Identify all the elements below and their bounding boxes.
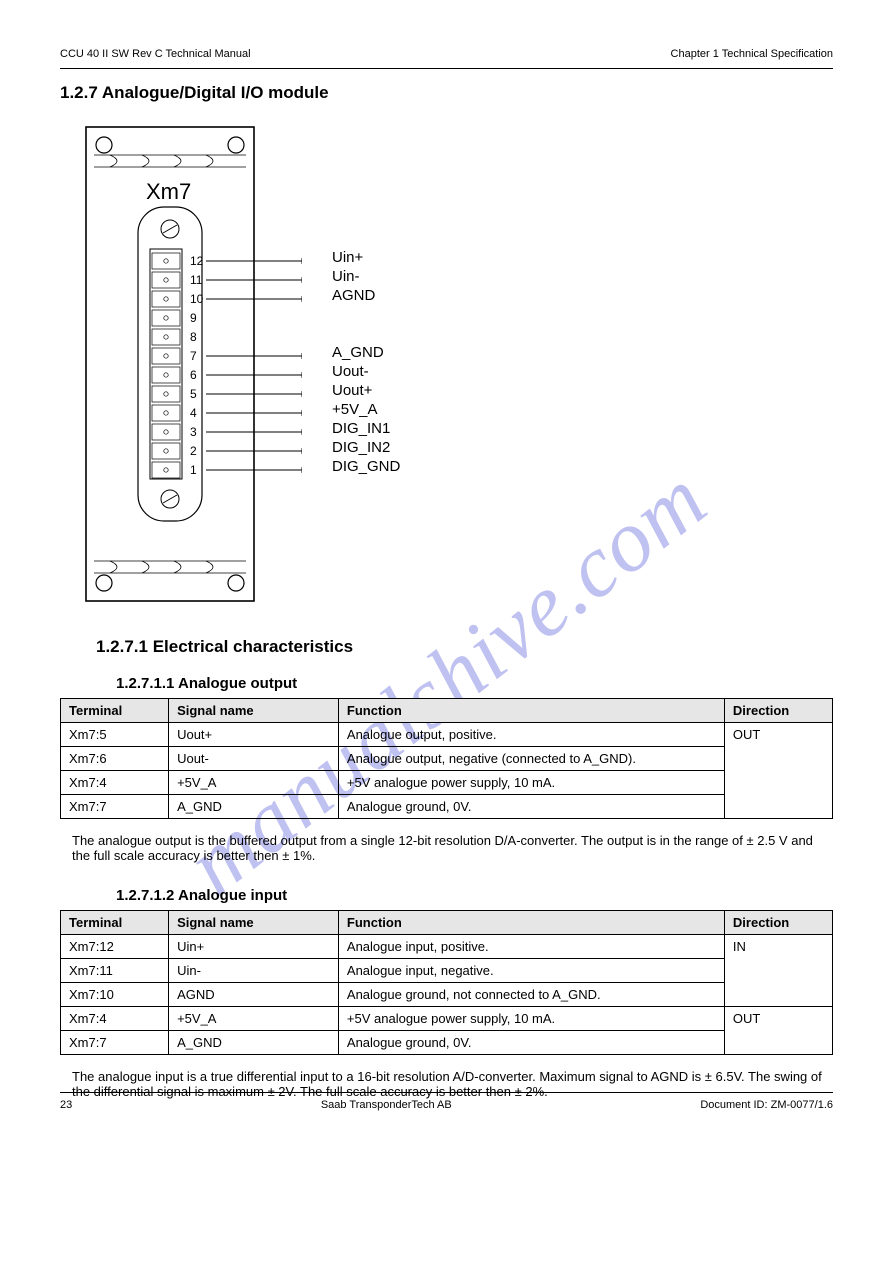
table-cell: Xm7:10: [61, 983, 169, 1007]
page-header: CCU 40 II SW Rev C Technical Manual Chap…: [60, 48, 833, 60]
note-analogue-output: The analogue output is the buffered outp…: [72, 833, 833, 863]
footer-doc-id: Document ID: ZM-0077/1.6: [700, 1099, 833, 1111]
page-container: CCU 40 II SW Rev C Technical Manual Chap…: [0, 0, 893, 1139]
table-cell: A_GND: [169, 1031, 339, 1055]
subsub-analogue-input: 1.2.7.1.2 Analogue input: [116, 887, 833, 904]
table-header-cell: Terminal: [61, 911, 169, 935]
table-cell: IN: [724, 935, 832, 1007]
table-row: Xm7:5Uout+Analogue output, positive.OUT: [61, 723, 833, 747]
table-header-cell: Signal name: [169, 699, 339, 723]
signal-label: DIG_IN2: [332, 439, 400, 458]
svg-text:8: 8: [190, 330, 197, 344]
table-cell: OUT: [724, 1007, 832, 1055]
footer-page-number: 23: [60, 1099, 72, 1111]
module-figure-row: Xm7121110987654321 Uin+Uin-AGNDA_GNDUout…: [80, 121, 833, 607]
module-diagram: Xm7 12 11 10 9 8 7 6 5 4 3 2 1: [80, 121, 302, 607]
svg-text:1: 1: [190, 463, 197, 477]
table-header-cell: Function: [338, 699, 724, 723]
section-title: 1.2.7 Analogue/Digital I/O module: [60, 83, 833, 103]
table-row: Xm7:4+5V_A+5V analogue power supply, 10 …: [61, 1007, 833, 1031]
table-cell: Xm7:11: [61, 959, 169, 983]
signal-label: Uin-: [332, 268, 400, 287]
table-cell: Analogue output, negative (connected to …: [338, 747, 724, 771]
table-row: Xm7:7A_GNDAnalogue ground, 0V.: [61, 1031, 833, 1055]
signal-label: Uin+: [332, 249, 400, 268]
svg-text:7: 7: [190, 349, 197, 363]
table-row: Xm7:7A_GNDAnalogue ground, 0V.: [61, 795, 833, 819]
svg-text:10: 10: [190, 292, 204, 306]
table-cell: Analogue input, negative.: [338, 959, 724, 983]
svg-text:9: 9: [190, 311, 197, 325]
table-cell: Xm7:7: [61, 795, 169, 819]
signal-label-column: Uin+Uin-AGNDA_GNDUout-Uout++5V_ADIG_IN1D…: [332, 121, 400, 477]
table-cell: Analogue ground, not connected to A_GND.: [338, 983, 724, 1007]
signal-label: DIG_GND: [332, 458, 400, 477]
table-cell: +5V_A: [169, 771, 339, 795]
svg-text:Xm7: Xm7: [146, 179, 191, 204]
table-cell: Xm7:4: [61, 771, 169, 795]
table-header-cell: Direction: [724, 699, 832, 723]
svg-text:3: 3: [190, 425, 197, 439]
table-header-cell: Direction: [724, 911, 832, 935]
table-row: Xm7:10AGNDAnalogue ground, not connected…: [61, 983, 833, 1007]
signal-label: DIG_IN1: [332, 420, 400, 439]
table-header-cell: Signal name: [169, 911, 339, 935]
signal-label: +5V_A: [332, 401, 400, 420]
table-cell: +5V analogue power supply, 10 mA.: [338, 771, 724, 795]
table-analogue-input: TerminalSignal nameFunctionDirectionXm7:…: [60, 910, 833, 1055]
svg-text:6: 6: [190, 368, 197, 382]
signal-label: Uout-: [332, 363, 400, 382]
table-cell: AGND: [169, 983, 339, 1007]
table-cell: +5V analogue power supply, 10 mA.: [338, 1007, 724, 1031]
page-footer: 23 Saab TransponderTech AB Document ID: …: [60, 1092, 833, 1111]
table-cell: Xm7:6: [61, 747, 169, 771]
table-cell: +5V_A: [169, 1007, 339, 1031]
table-row: Xm7:11Uin-Analogue input, negative.: [61, 959, 833, 983]
signal-label: [332, 325, 400, 344]
table-cell: Analogue input, positive.: [338, 935, 724, 959]
svg-text:5: 5: [190, 387, 197, 401]
table-cell: Xm7:5: [61, 723, 169, 747]
svg-text:12: 12: [190, 254, 204, 268]
table-cell: Uin-: [169, 959, 339, 983]
table-analogue-output: TerminalSignal nameFunctionDirectionXm7:…: [60, 698, 833, 819]
footer-doc-id-label: Document ID:: [700, 1099, 767, 1111]
subsub-analogue-output: 1.2.7.1.1 Analogue output: [116, 675, 833, 692]
table-row: Xm7:4+5V_A+5V analogue power supply, 10 …: [61, 771, 833, 795]
table-cell: Analogue output, positive.: [338, 723, 724, 747]
table-cell: Analogue ground, 0V.: [338, 795, 724, 819]
table-cell: Uout+: [169, 723, 339, 747]
table-header-cell: Terminal: [61, 699, 169, 723]
table-cell: Uout-: [169, 747, 339, 771]
header-manual-title: CCU 40 II SW Rev C Technical Manual: [60, 48, 251, 60]
svg-text:2: 2: [190, 444, 197, 458]
table-header-cell: Function: [338, 911, 724, 935]
table-cell: Uin+: [169, 935, 339, 959]
table-cell: Xm7:12: [61, 935, 169, 959]
svg-text:4: 4: [190, 406, 197, 420]
signal-label: Uout+: [332, 382, 400, 401]
subheading-electrical: 1.2.7.1 Electrical characteristics: [96, 637, 833, 657]
footer-company: Saab TransponderTech AB: [321, 1099, 452, 1111]
table-row: Xm7:6Uout-Analogue output, negative (con…: [61, 747, 833, 771]
table-cell: Analogue ground, 0V.: [338, 1031, 724, 1055]
table-cell: A_GND: [169, 795, 339, 819]
header-rule: [60, 68, 833, 69]
header-chapter: Chapter 1 Technical Specification: [671, 48, 833, 60]
table-row: Xm7:12Uin+Analogue input, positive.IN: [61, 935, 833, 959]
table-cell: Xm7:4: [61, 1007, 169, 1031]
signal-label: AGND: [332, 287, 400, 306]
footer-doc-id-value: ZM-0077/1.6: [771, 1099, 833, 1111]
svg-text:11: 11: [190, 273, 203, 287]
signal-label: A_GND: [332, 344, 400, 363]
table-cell: Xm7:7: [61, 1031, 169, 1055]
signal-label: [332, 306, 400, 325]
table-cell: OUT: [724, 723, 832, 819]
